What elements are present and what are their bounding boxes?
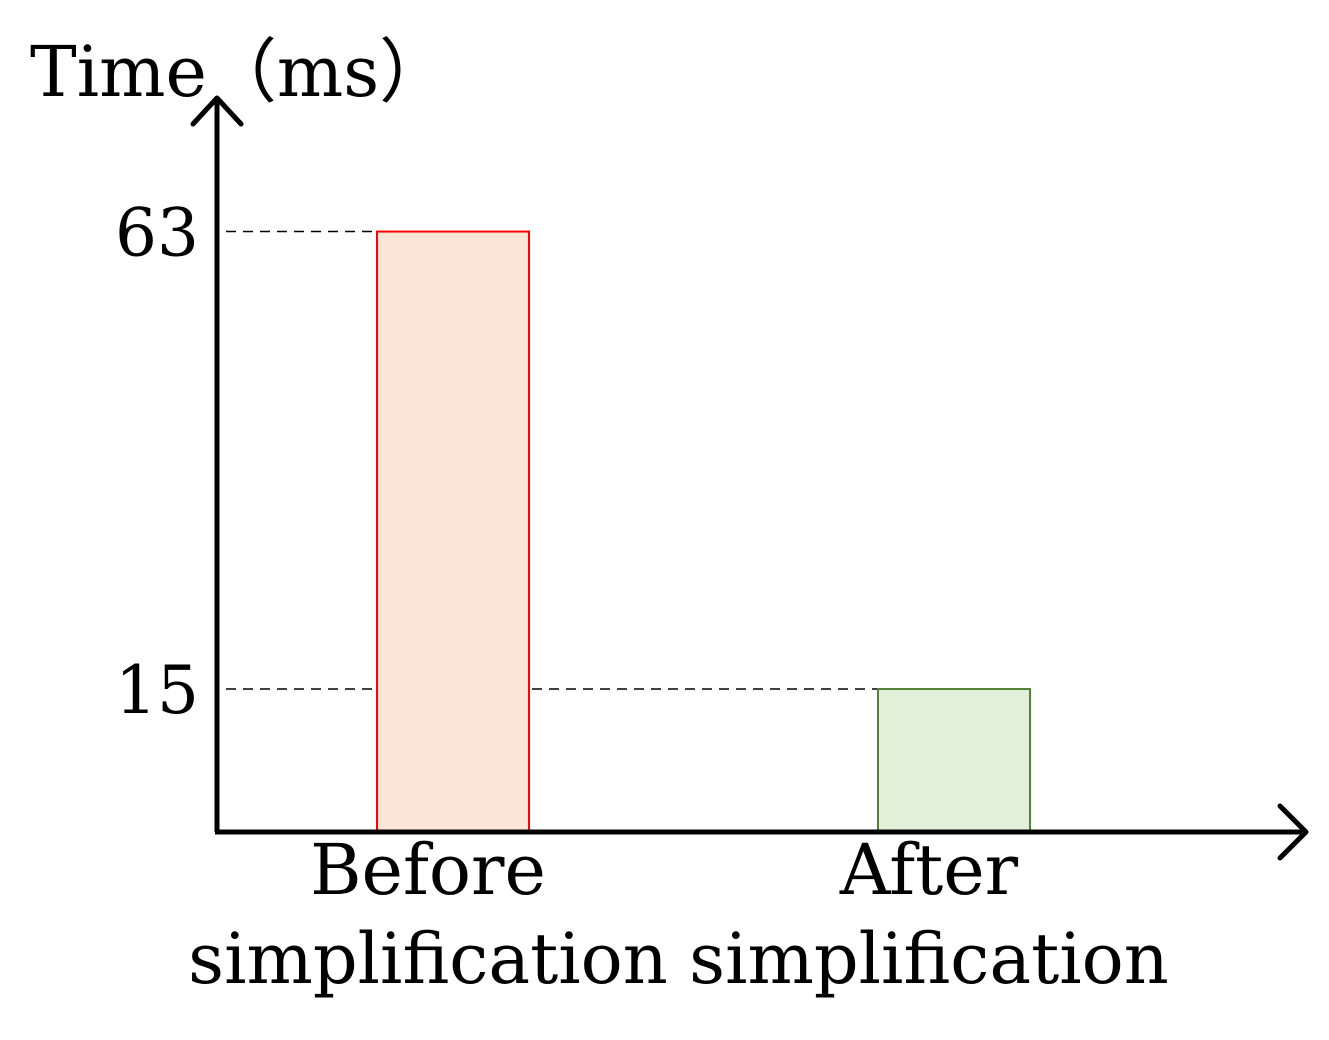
x-axis-arrowhead: [1277, 803, 1309, 861]
y-tick-label-15: 15: [115, 652, 199, 729]
axes: [190, 95, 1309, 861]
category-label-2-line-1: After: [839, 829, 1019, 911]
y-tick-labels: 63 15: [115, 195, 199, 729]
y-axis-title: Time（ms）: [30, 31, 449, 113]
bar-1: [376, 230, 530, 834]
category-label-2-line-2: simplification: [689, 918, 1169, 1000]
category-label-1-line-1: Before: [310, 829, 546, 911]
y-axis-arrowhead: [190, 95, 244, 127]
y-tick-label-63: 63: [115, 195, 199, 272]
reference-lines: [226, 230, 878, 690]
category-label-1-line-2: simplification: [188, 918, 668, 1000]
bar-2: [877, 688, 1031, 834]
bars: [376, 230, 1031, 834]
